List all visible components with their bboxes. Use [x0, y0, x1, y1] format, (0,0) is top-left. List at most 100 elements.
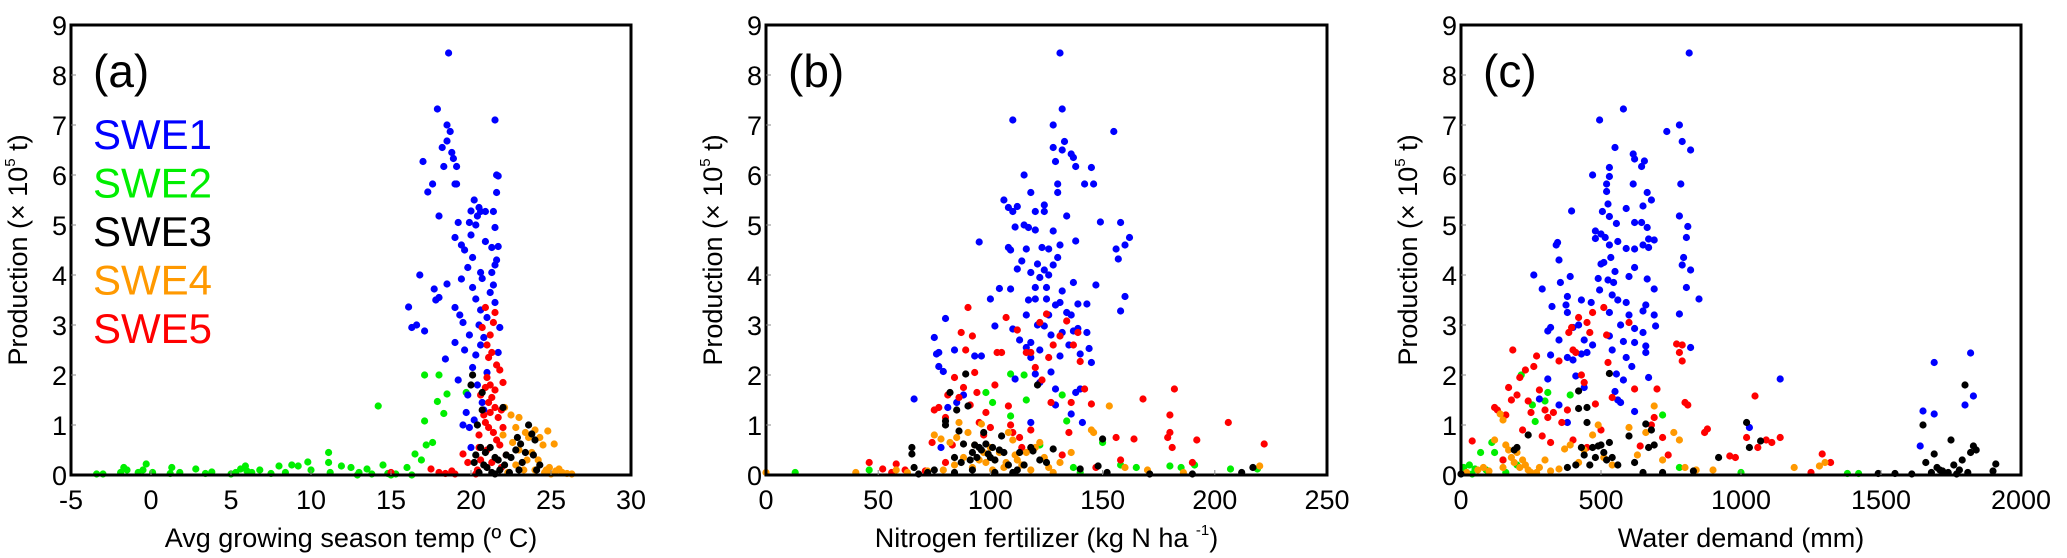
- data-point: [1916, 442, 1924, 450]
- data-point: [1058, 451, 1066, 459]
- data-point: [470, 458, 478, 467]
- data-point: [1031, 295, 1039, 303]
- data-point: [486, 288, 494, 297]
- data-point: [1538, 432, 1546, 440]
- data-point: [483, 373, 491, 382]
- data-point: [1639, 241, 1647, 249]
- data-point: [1000, 196, 1008, 204]
- data-point: [955, 393, 963, 402]
- data-point: [1645, 243, 1653, 252]
- data-point: [1009, 436, 1017, 444]
- data-point: [1930, 450, 1938, 458]
- data-point: [1709, 466, 1717, 474]
- data-point: [1563, 406, 1571, 414]
- data-point: [1589, 308, 1597, 317]
- data-point: [1577, 443, 1585, 452]
- data-point: [1063, 212, 1071, 220]
- data-point: [1027, 418, 1035, 427]
- panel-c: 0 1 2 3 4 5 6 7 8 9 0 500 1000 1500 2000 Water demand (…: [1392, 11, 2051, 553]
- data-point: [998, 348, 1006, 357]
- data-point: [1776, 375, 1784, 383]
- data-point: [1036, 346, 1044, 354]
- data-point: [488, 243, 496, 252]
- data-point: [991, 381, 999, 389]
- data-point: [421, 371, 429, 379]
- data-point: [962, 346, 970, 354]
- data-point: [1007, 246, 1015, 254]
- data-point: [1507, 396, 1515, 404]
- data-point: [483, 313, 491, 322]
- data-point: [1566, 391, 1574, 399]
- data-point: [1105, 402, 1113, 410]
- data-point: [1640, 157, 1648, 165]
- data-point: [959, 440, 968, 448]
- data-point: [1580, 378, 1588, 387]
- data-point: [941, 458, 950, 467]
- data-point: [1575, 404, 1583, 413]
- data-point: [1087, 400, 1095, 408]
- data-point: [1604, 200, 1612, 208]
- data-point: [507, 411, 515, 419]
- legend-item-swe5: SWE5: [93, 305, 212, 352]
- data-point: [1605, 369, 1613, 378]
- data-point: [1961, 401, 1969, 409]
- data-point: [1678, 357, 1686, 365]
- x-tick-label: 200: [1192, 485, 1237, 515]
- data-point: [1577, 350, 1585, 358]
- data-point: [1650, 285, 1658, 293]
- plot-frame: [764, 23, 1329, 477]
- data-point: [465, 218, 473, 227]
- series-swe3: [1457, 369, 2000, 478]
- data-point: [1636, 442, 1644, 450]
- legend-item-swe4: SWE4: [93, 257, 212, 304]
- data-point: [1619, 105, 1627, 113]
- x-tick-label: 2000: [1991, 485, 2051, 515]
- data-point: [1013, 326, 1021, 334]
- data-point: [480, 333, 488, 342]
- data-point: [1605, 308, 1613, 317]
- y-tick-label: 2: [52, 361, 67, 391]
- data-point: [1009, 116, 1017, 124]
- data-point: [1040, 201, 1048, 209]
- data-point: [473, 381, 481, 389]
- data-point: [986, 423, 995, 432]
- data-point: [445, 49, 453, 57]
- data-point: [1631, 458, 1639, 467]
- x-tick-label: 5: [223, 485, 238, 515]
- data-point: [1663, 127, 1671, 136]
- data-point: [1605, 438, 1613, 447]
- data-point: [451, 303, 459, 312]
- data-point: [1681, 463, 1689, 472]
- data-point: [955, 418, 963, 427]
- data-point: [1625, 311, 1633, 319]
- data-point: [1056, 352, 1064, 360]
- data-point: [1031, 226, 1039, 234]
- data-point: [1013, 466, 1021, 474]
- data-point: [521, 448, 530, 457]
- data-point: [1580, 451, 1588, 459]
- data-point: [1715, 453, 1723, 462]
- data-point: [469, 371, 477, 379]
- data-point: [192, 465, 200, 473]
- data-point: [1521, 366, 1529, 374]
- data-point: [461, 346, 469, 354]
- data-point: [477, 443, 485, 452]
- data-point: [1587, 298, 1595, 307]
- data-point: [1027, 348, 1035, 357]
- data-point: [1009, 207, 1017, 216]
- data-point: [325, 458, 333, 467]
- data-point: [1684, 222, 1692, 231]
- data-point: [1121, 292, 1129, 301]
- data-point: [502, 451, 510, 459]
- data-point: [422, 441, 430, 449]
- data-point: [1036, 456, 1044, 464]
- data-point: [1967, 349, 1975, 357]
- data-point: [1069, 341, 1077, 349]
- data-point: [1013, 265, 1021, 273]
- data-point: [1033, 260, 1042, 268]
- data-point: [1166, 411, 1174, 419]
- data-point: [1922, 458, 1930, 467]
- data-point: [1085, 344, 1093, 353]
